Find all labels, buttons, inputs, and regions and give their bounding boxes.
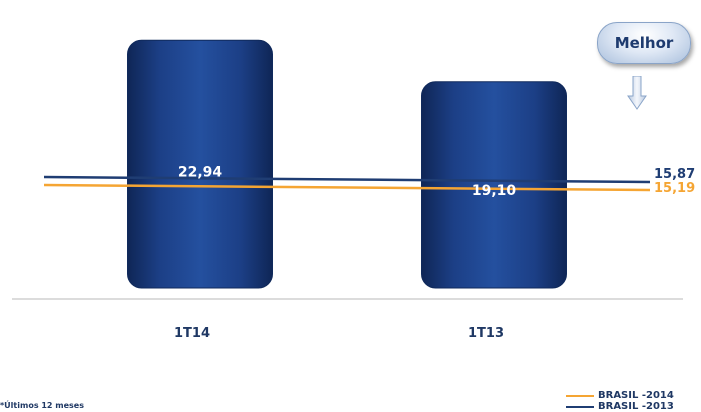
- legend-swatch-2014: [566, 394, 594, 397]
- category-label: 1T14: [174, 326, 210, 341]
- legend-label-2014: BRASIL -2014: [598, 390, 674, 401]
- melhor-label: Melhor: [614, 34, 674, 52]
- reference-line-2014: [43, 183, 651, 192]
- reference-line-label: 15,87: [654, 167, 695, 182]
- down-arrow-icon: [627, 76, 647, 110]
- footnote: *Últimos 12 meses: [0, 401, 84, 410]
- bar-value-label: 19,10: [472, 183, 517, 199]
- category-label: 1T13: [468, 326, 504, 341]
- bar-1t14: [127, 39, 273, 289]
- melhor-badge: Melhor: [597, 22, 691, 64]
- legend-item-2014: BRASIL -2014: [566, 390, 701, 401]
- reference-line-label: 15,19: [654, 181, 695, 196]
- legend: BRASIL -2014 BRASIL -2013: [566, 390, 701, 412]
- legend-swatch-2013: [566, 405, 594, 408]
- bar-1t13: [421, 81, 567, 289]
- bar-value-label: 22,94: [178, 165, 223, 181]
- legend-label-2013: BRASIL -2013: [598, 401, 674, 412]
- legend-item-2013: BRASIL -2013: [566, 401, 701, 412]
- reference-line-2013: [43, 175, 651, 184]
